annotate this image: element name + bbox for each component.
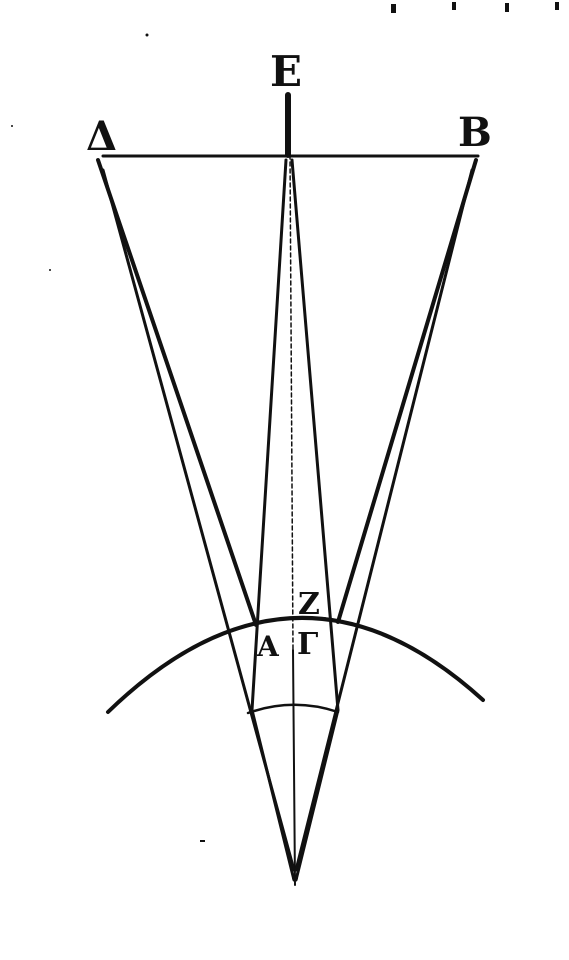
line-e-a <box>250 158 288 712</box>
line-a-apex <box>250 708 296 882</box>
line-delta-a <box>96 158 258 627</box>
label-b: B <box>458 109 492 156</box>
apex-point <box>292 875 298 881</box>
line-b-apex <box>294 168 474 872</box>
label-delta: Δ <box>86 113 117 160</box>
label-e: E <box>270 47 302 96</box>
label-gamma: Γ <box>297 627 318 662</box>
vertical-axis-lower <box>289 154 294 651</box>
inner-arc <box>246 703 340 715</box>
label-z: Z <box>298 587 320 622</box>
line-gamma-apex <box>294 708 340 882</box>
outer-arc <box>106 616 485 714</box>
line-b-gamma <box>336 158 478 624</box>
vertical-axis-bottom <box>292 649 296 886</box>
scan-specks <box>11 2 559 842</box>
label-a: A <box>256 630 280 663</box>
